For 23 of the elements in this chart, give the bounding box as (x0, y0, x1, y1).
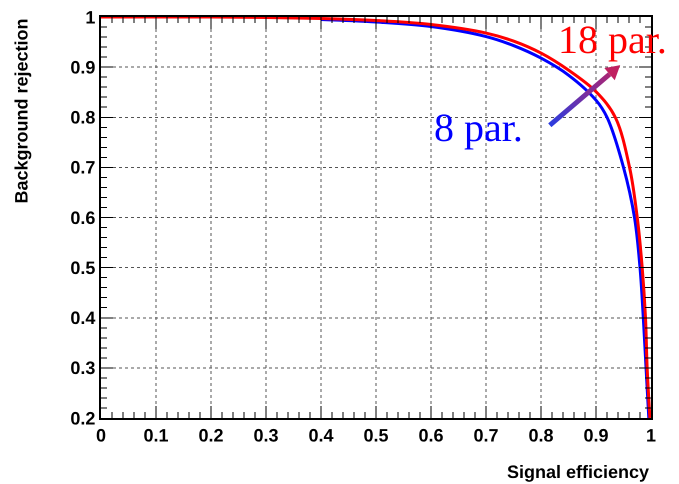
y-tick-label: 0.4 (70, 308, 96, 328)
y-tick-label: 0.2 (70, 408, 96, 428)
x-tick-label: 0.7 (473, 426, 499, 446)
y-tick-label: 0.8 (70, 108, 96, 128)
x-tick-label: 0.9 (583, 426, 609, 446)
y-tick-label: 0.3 (70, 358, 96, 378)
x-tick-label: 0.8 (528, 426, 554, 446)
x-tick-label: 0.1 (143, 426, 169, 446)
y-axis-title: Background rejection (12, 18, 32, 204)
y-tick-label: 0.5 (70, 258, 96, 278)
series-label: 8 par. (434, 105, 523, 150)
x-tick-label: 0.5 (363, 426, 389, 446)
x-tick-label: 1 (646, 426, 656, 446)
x-tick-label: 0.3 (253, 426, 279, 446)
x-tick-label: 0.2 (198, 426, 224, 446)
y-tick-label: 0.6 (70, 208, 96, 228)
y-tick-label: 0.9 (70, 57, 96, 78)
y-tick-label: 0.7 (70, 158, 96, 178)
x-axis-title: Signal efficiency (507, 462, 650, 482)
x-tick-label: 0.4 (308, 426, 334, 446)
x-tick-label: 0 (96, 426, 106, 446)
y-tick-label: 1 (85, 7, 96, 28)
x-tick-label: 0.6 (418, 426, 444, 446)
